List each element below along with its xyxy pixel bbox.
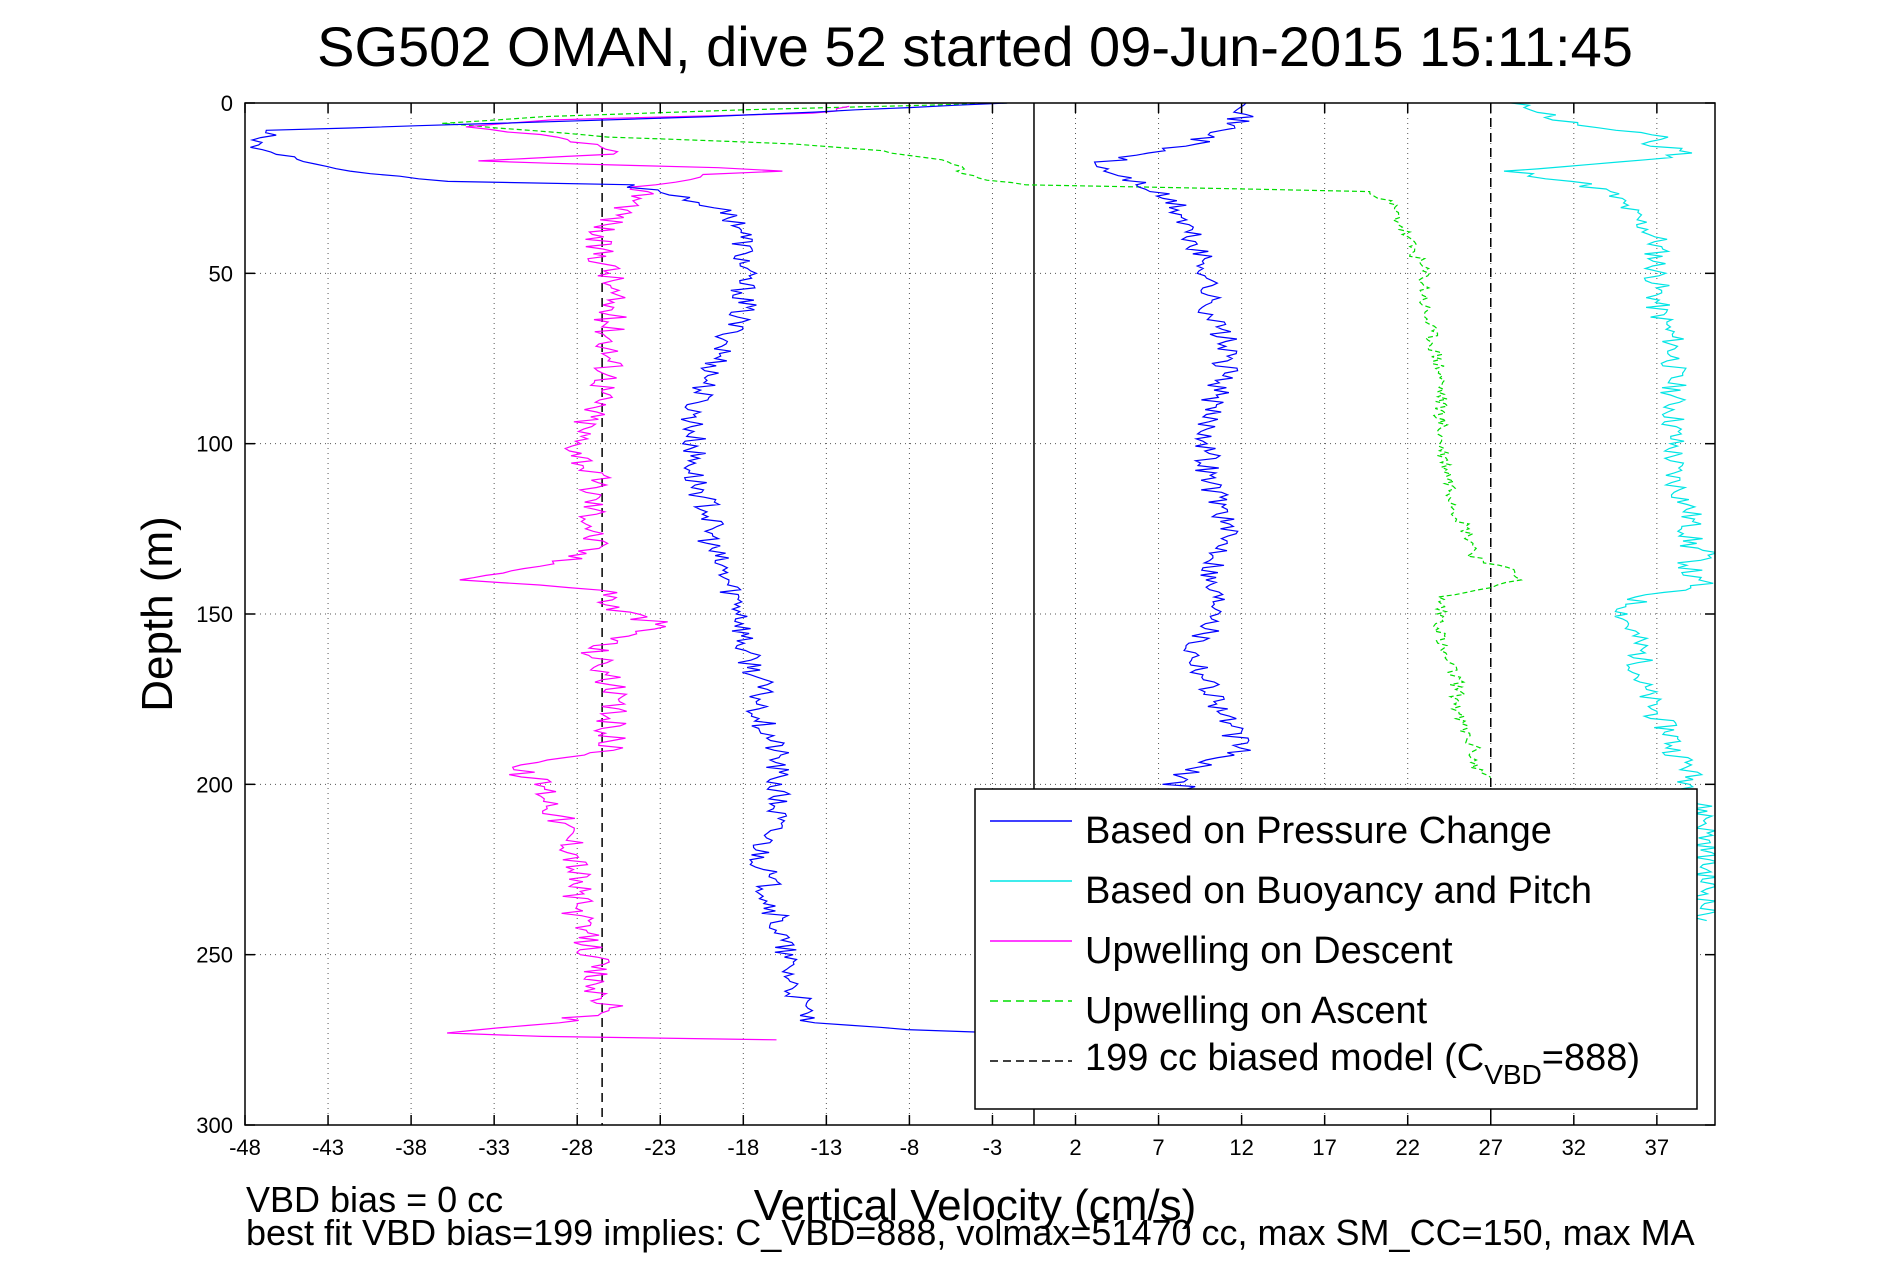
y-tick-label: 100 xyxy=(196,432,233,457)
x-tick-label: -23 xyxy=(644,1135,676,1160)
x-tick-label: -38 xyxy=(395,1135,427,1160)
legend-label-biased-prefix: 199 cc biased model (C xyxy=(1085,1037,1484,1079)
x-tick-label: 32 xyxy=(1562,1135,1586,1160)
x-tick-label: 22 xyxy=(1395,1135,1419,1160)
legend-label-pressure: Based on Pressure Change xyxy=(1085,810,1552,852)
y-tick-label: 200 xyxy=(196,772,233,797)
x-tick-label: -43 xyxy=(312,1135,344,1160)
series-group xyxy=(249,103,1715,1041)
x-tick-label: -13 xyxy=(810,1135,842,1160)
x-tick-label: -3 xyxy=(983,1135,1003,1160)
series-pressure-ascent xyxy=(1093,103,1254,792)
series-pressure-descent xyxy=(249,103,1010,1037)
x-tick-label: 7 xyxy=(1152,1135,1164,1160)
legend-label-upwelling-descent: Upwelling on Descent xyxy=(1085,930,1453,972)
x-tick-label: 37 xyxy=(1645,1135,1669,1160)
x-tick-label: -33 xyxy=(478,1135,510,1160)
series-upwelling-ascent xyxy=(442,103,1523,779)
legend-label-buoyancy: Based on Buoyancy and Pitch xyxy=(1085,870,1592,912)
x-axis-label: Vertical Velocity (cm/s) xyxy=(754,1181,1197,1230)
footer-line-2: best fit VBD bias=199 implies: C_VBD=888… xyxy=(246,1212,1695,1253)
legend-label-upwelling-ascent: Upwelling on Ascent xyxy=(1085,990,1428,1032)
x-tick-label: -48 xyxy=(229,1135,261,1160)
legend-label-biased-sub: VBD xyxy=(1484,1059,1542,1090)
x-tick-label: -28 xyxy=(561,1135,593,1160)
y-tick-label: 250 xyxy=(196,943,233,968)
x-tick-label: 27 xyxy=(1479,1135,1503,1160)
x-tick-label: 2 xyxy=(1069,1135,1081,1160)
y-tick-label: 300 xyxy=(196,1113,233,1138)
y-tick-label: 0 xyxy=(221,91,233,116)
x-tick-label: 17 xyxy=(1312,1135,1336,1160)
x-axis-ticks: -48 -43 -38 -33 -28 -23 -18 -13 -8 -3 2 7 12 17 22 27 32… xyxy=(229,103,1669,1160)
y-tick-label: 150 xyxy=(196,602,233,627)
series-upwelling-descent xyxy=(447,105,850,1041)
y-tick-label: 50 xyxy=(209,261,233,286)
footer-line-1: VBD bias = 0 cc xyxy=(246,1179,503,1220)
legend-box xyxy=(974,788,1698,1110)
x-tick-label: 12 xyxy=(1229,1135,1253,1160)
legend: Based on Pressure Change Based on Buoyan… xyxy=(974,788,1698,1110)
y-axis-label: Depth (m) xyxy=(133,516,182,712)
chart-title: SG502 OMAN, dive 52 started 09-Jun-2015 … xyxy=(317,15,1633,78)
legend-label-biased-suffix: =888) xyxy=(1542,1037,1640,1079)
y-axis-ticks: 0 50 100 150 200 250 300 xyxy=(196,91,1715,1138)
legend-label-biased-model: 199 cc biased model (CVBD=888) xyxy=(1085,1037,1640,1090)
x-tick-label: -18 xyxy=(727,1135,759,1160)
series-buoyancy-pitch xyxy=(1503,103,1715,922)
x-tick-label: -8 xyxy=(900,1135,920,1160)
